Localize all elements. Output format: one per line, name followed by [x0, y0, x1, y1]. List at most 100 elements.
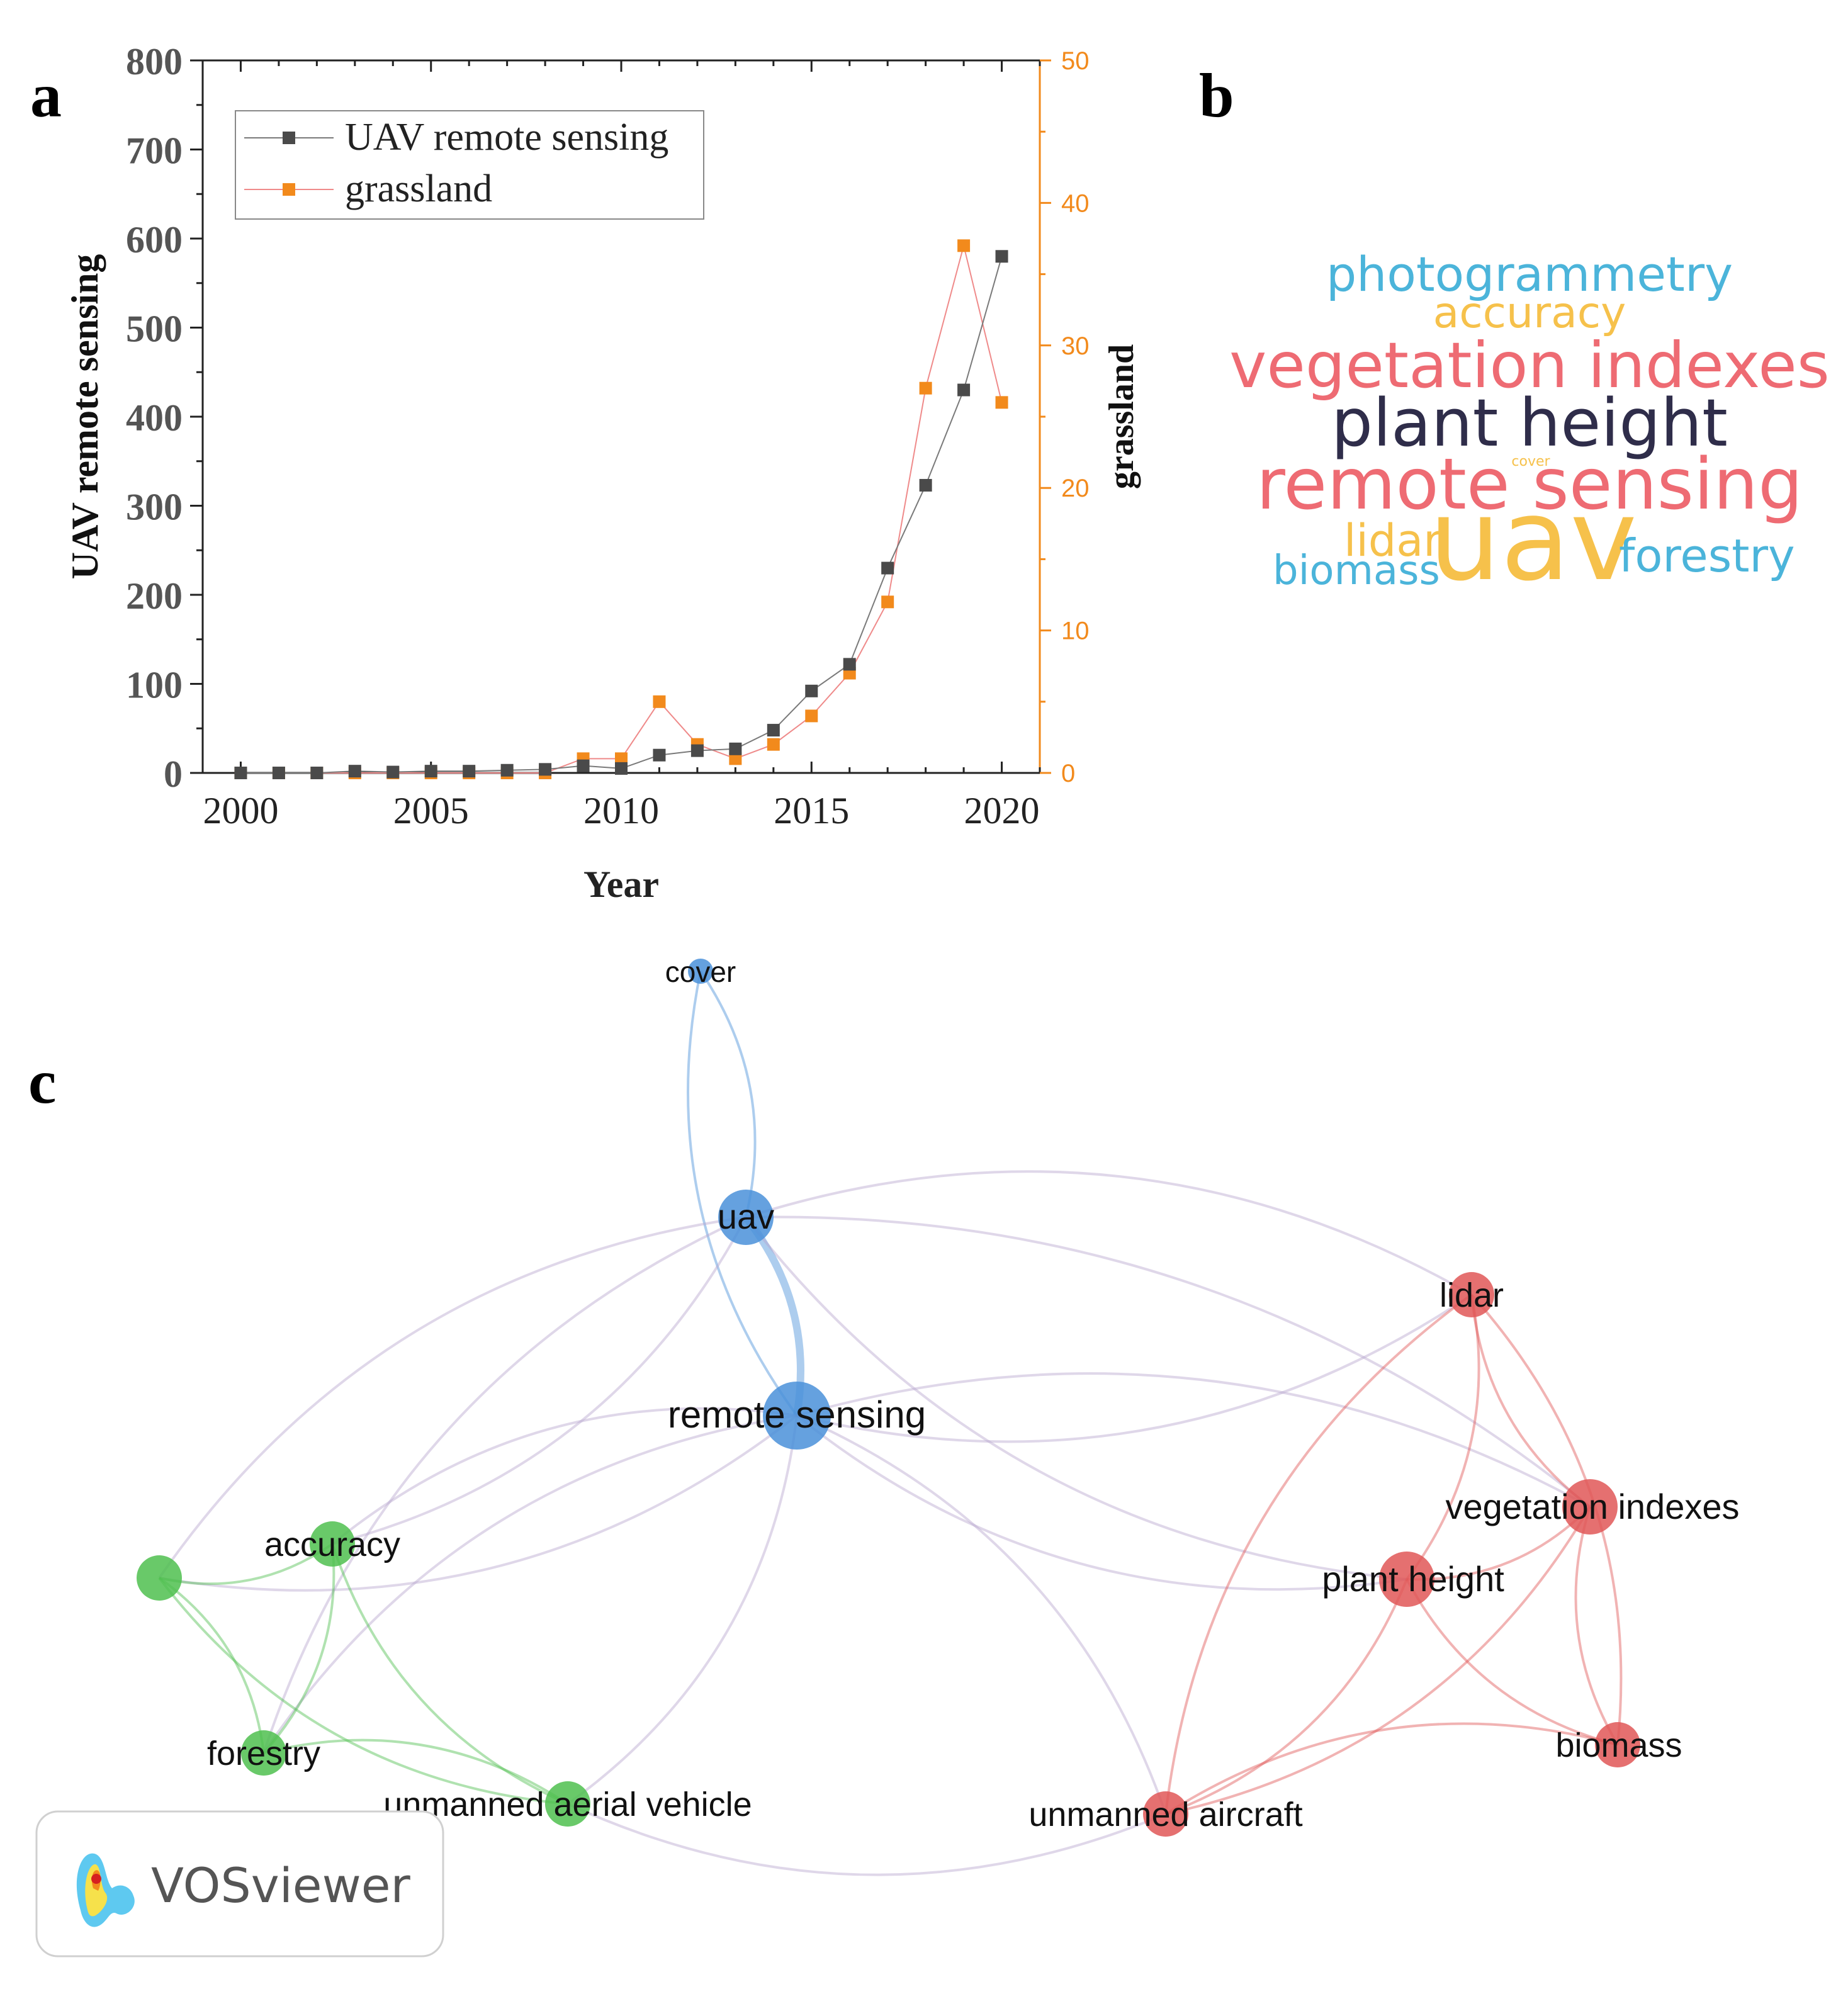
network-label-forestry: forestry [207, 1735, 320, 1772]
network-label-vegetation-indexes: vegetation indexes [1445, 1487, 1739, 1526]
data-point-grassland [615, 752, 628, 765]
data-point-uav-remote-sensing [957, 383, 971, 397]
legend-box [235, 110, 704, 220]
network-edge [263, 1738, 569, 1805]
x-tick-label: 2015 [774, 790, 849, 831]
data-point-uav-remote-sensing [919, 478, 932, 492]
data-point-grassland [805, 709, 818, 723]
network-edge [1406, 1506, 1591, 1581]
network-edge [158, 1577, 568, 1805]
x-tick-label: 2010 [583, 790, 659, 831]
data-point-grassland [919, 381, 932, 395]
network-node-uav [718, 1190, 774, 1245]
network-node-lidar [1449, 1272, 1494, 1317]
word-vegetation-indexes: vegetation indexes [1229, 329, 1830, 402]
vosviewer-logo-icon [76, 1853, 135, 1927]
network-edge [566, 1415, 798, 1805]
data-point-uav-remote-sensing [653, 748, 666, 762]
network-edge [332, 1217, 747, 1545]
network-node-green-unlabeled [137, 1555, 182, 1601]
x-tick-label: 2005 [393, 790, 469, 831]
y-tick-label: 700 [126, 130, 183, 172]
network-node-cover [688, 959, 713, 984]
data-point-grassland [957, 239, 971, 252]
network-label-uav: uav [718, 1197, 774, 1236]
network-edge [158, 1216, 747, 1579]
word-accuracy: accuracy [1433, 288, 1626, 338]
x-tick-label: 2020 [964, 790, 1040, 831]
word-cover: cover [1511, 454, 1550, 470]
panel-label-b: b [1199, 60, 1234, 130]
network-node-remote-sensing [763, 1382, 831, 1450]
legend-label-grassland: grassland [345, 167, 492, 210]
network-label-remote-sensing: remote sensing [668, 1394, 926, 1436]
word-lidar: lidar [1344, 515, 1441, 566]
word-uav: uav [1429, 475, 1637, 606]
network-edge [1574, 1506, 1619, 1746]
y2-axis-title: grassland [1102, 344, 1141, 489]
data-point-grassland [881, 595, 894, 609]
word-plant-height: plant height [1331, 385, 1728, 461]
network-edge [699, 970, 757, 1218]
word-cloud: photogrammetry accuracy vegetation index… [1229, 246, 1830, 606]
network-node-vegetation-indexes [1562, 1479, 1618, 1535]
network-edge [262, 1216, 747, 1754]
x-tick-label: 2000 [203, 790, 278, 831]
data-point-grassland [729, 752, 742, 765]
network-edge [1165, 1506, 1591, 1815]
network-label-cover: cover [665, 955, 736, 988]
y-tick-label: 300 [126, 487, 183, 528]
data-point-uav-remote-sensing [539, 763, 552, 776]
word-photogrammetry: photogrammetry [1326, 246, 1733, 302]
data-point-uav-remote-sensing [615, 762, 628, 775]
network-edge [1164, 1722, 1618, 1815]
network-label-unmanned-aircraft: unmanned aircraft [1028, 1796, 1302, 1833]
network-node-unmanned-aircraft [1143, 1791, 1188, 1837]
data-point-grassland [653, 695, 666, 708]
vosviewer-logo-box: VOSviewer [35, 1810, 444, 1957]
data-point-uav-remote-sensing [729, 742, 742, 755]
network-edge [687, 971, 798, 1417]
y-tick-label: 500 [126, 308, 183, 350]
y2-tick-label: 40 [1061, 189, 1090, 217]
y2-tick-label: 30 [1061, 332, 1090, 360]
network-edge [262, 1414, 797, 1754]
word-remote-sensing: remote sensing [1256, 444, 1803, 526]
word-forestry: forestry [1619, 529, 1795, 582]
panel-label-a: a [30, 60, 62, 130]
network-node-accuracy [310, 1521, 355, 1567]
network-edge [158, 1577, 265, 1754]
network-edge [331, 1543, 568, 1805]
network-edge [331, 1407, 797, 1545]
legend: UAV remote sensing grassland [235, 110, 704, 220]
word-biomass: biomass [1273, 548, 1440, 594]
network-edge [745, 1170, 1472, 1296]
network-edge [159, 1414, 798, 1592]
network-node-plant-height [1379, 1552, 1434, 1607]
data-point-uav-remote-sensing [386, 765, 400, 779]
data-point-grassland [767, 738, 780, 751]
data-point-uav-remote-sensing [805, 684, 818, 697]
network-edge [745, 1216, 1407, 1580]
network-edge [796, 1414, 1407, 1591]
network-edge [745, 1215, 1591, 1508]
network-label-biomass: biomass [1555, 1726, 1682, 1764]
network-edge [796, 1414, 1167, 1815]
data-point-uav-remote-sensing [843, 658, 856, 671]
data-point-uav-remote-sensing [424, 765, 437, 778]
network-map: cover uav remote sensing accuracy forestry un… [137, 955, 1740, 1876]
network-edge [159, 1543, 334, 1586]
y2-tick-label: 20 [1061, 475, 1090, 502]
y-tick-label: 100 [126, 665, 183, 706]
data-point-uav-remote-sensing [995, 250, 1008, 263]
data-point-uav-remote-sensing [463, 765, 476, 778]
y2-tick-label: 0 [1061, 760, 1075, 787]
data-point-uav-remote-sensing [348, 765, 361, 778]
y-tick-label: 600 [126, 219, 183, 261]
data-point-uav-remote-sensing [272, 767, 285, 779]
data-point-uav-remote-sensing [577, 759, 590, 772]
network-edge [262, 1543, 335, 1754]
y-tick-label: 400 [126, 397, 183, 439]
network-node-unmanned-aerial-vehicle [545, 1781, 590, 1827]
network-edge [796, 1372, 1591, 1508]
